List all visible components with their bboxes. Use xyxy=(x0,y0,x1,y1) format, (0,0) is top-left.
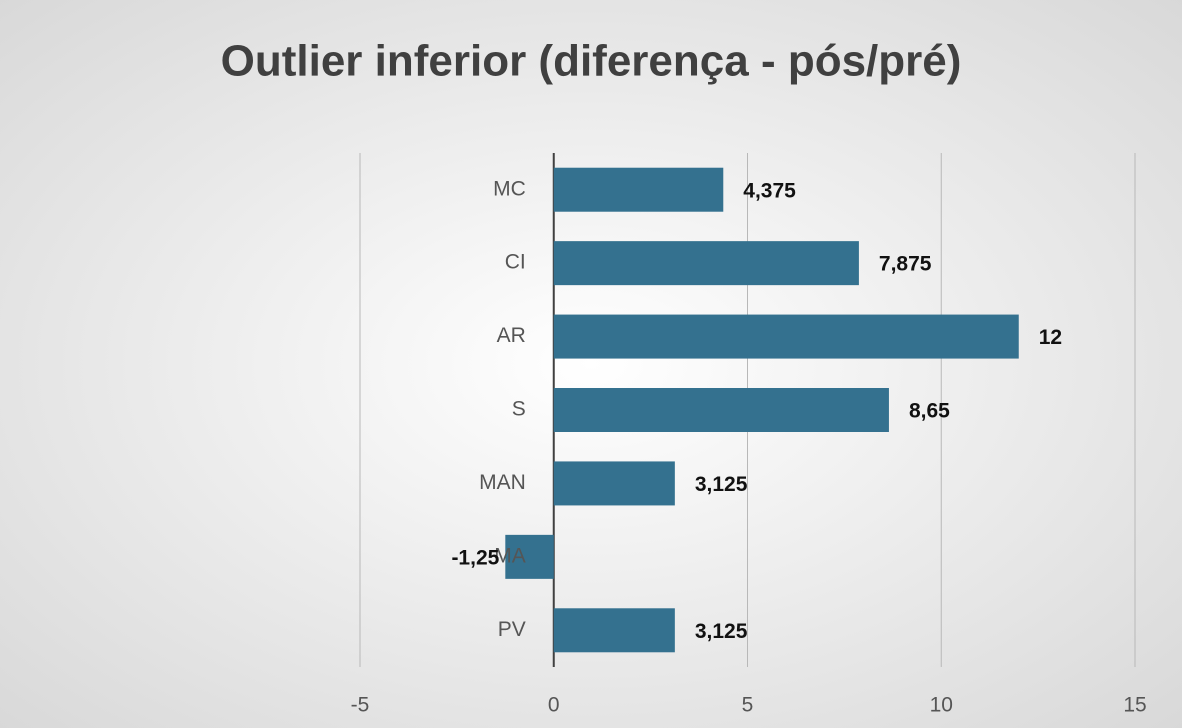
bar xyxy=(505,534,554,579)
bar xyxy=(553,241,859,286)
y-tick-label: CI xyxy=(505,251,526,274)
data-label: 7,875 xyxy=(879,253,932,276)
y-tick-label: MC xyxy=(493,177,526,200)
data-label: 3,125 xyxy=(695,473,748,496)
x-tick-label: 10 xyxy=(930,694,953,717)
y-tick-label: MAN xyxy=(479,471,526,494)
y-tick-label: MA xyxy=(494,544,526,567)
data-label: 4,375 xyxy=(743,179,796,202)
data-label: 12 xyxy=(1039,326,1062,349)
y-tick-label: S xyxy=(512,398,526,421)
chart-title: Outlier inferior (diferença - pós/pré) xyxy=(221,37,962,86)
data-label: -1,25 xyxy=(451,546,499,569)
x-tick-label: 0 xyxy=(548,694,560,717)
data-label: 8,65 xyxy=(909,400,950,423)
x-tick-label: -5 xyxy=(351,694,370,717)
y-tick-label: PV xyxy=(498,618,526,641)
bar xyxy=(553,461,675,506)
y-tick-label: AR xyxy=(497,324,526,347)
x-tick-label: 5 xyxy=(742,694,754,717)
bar xyxy=(553,608,675,653)
bar xyxy=(553,167,724,212)
x-tick-label: 15 xyxy=(1123,694,1146,717)
bar xyxy=(553,388,889,432)
data-label: 3,125 xyxy=(695,620,748,643)
bar xyxy=(553,314,1019,359)
